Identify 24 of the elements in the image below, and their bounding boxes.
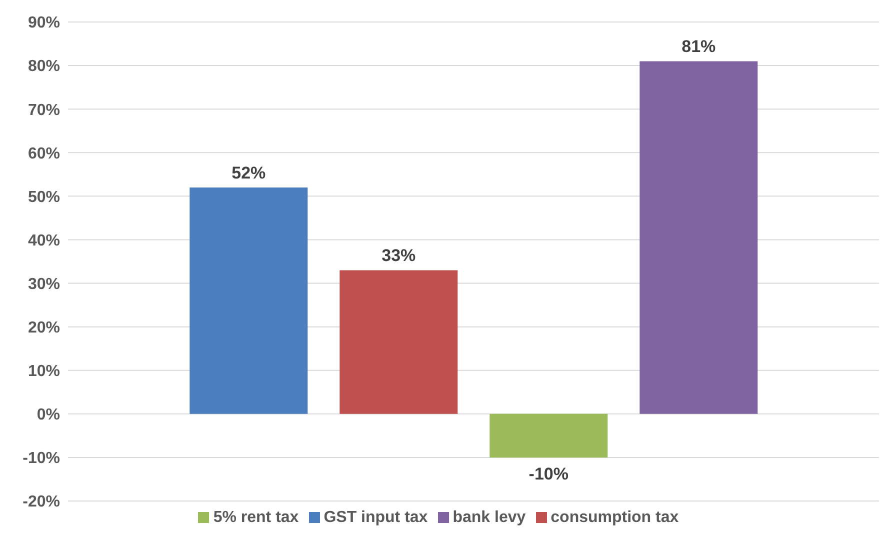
data-label: 52% xyxy=(232,163,266,182)
y-tick-label: 60% xyxy=(28,145,60,162)
legend-label: GST input tax xyxy=(324,509,428,526)
data-label: -10% xyxy=(528,464,568,484)
y-tick-label: 80% xyxy=(28,58,60,76)
y-tick-label: -10% xyxy=(22,450,60,468)
y-tick-label: 20% xyxy=(28,320,60,336)
y-tick-label: 40% xyxy=(28,232,60,250)
bar xyxy=(490,414,608,458)
legend-label: bank levy xyxy=(452,509,526,526)
y-tick-label: 50% xyxy=(28,188,60,206)
bar xyxy=(190,187,308,414)
bar xyxy=(640,61,758,414)
y-tick-label: 10% xyxy=(28,363,60,380)
y-tick-label: 70% xyxy=(28,102,60,119)
legend-label: 5% rent tax xyxy=(213,509,299,526)
bar xyxy=(340,270,458,414)
data-label: 81% xyxy=(682,37,716,56)
y-tick-label: 90% xyxy=(28,14,60,32)
data-label: 33% xyxy=(382,246,416,266)
legend-label: consumption tax xyxy=(550,509,679,526)
y-tick-label: 30% xyxy=(28,276,60,293)
y-tick-label: -20% xyxy=(22,494,60,511)
y-tick-label: 0% xyxy=(36,406,60,424)
